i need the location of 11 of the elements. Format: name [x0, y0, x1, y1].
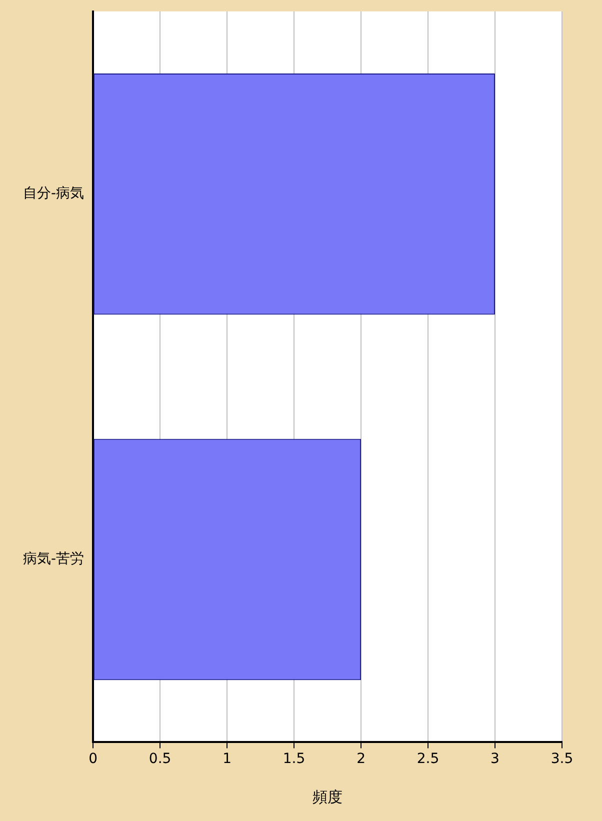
x-axis-title: 頻度 — [312, 788, 343, 806]
y-tick-label: 病気-苦労 — [22, 551, 84, 568]
x-tick-label: 3.5 — [550, 751, 574, 768]
x-tick-label: 0.5 — [148, 751, 172, 768]
x-tick-label: 0 — [88, 751, 98, 768]
x-tick-label: 2.5 — [416, 751, 440, 768]
x-tick-label: 1 — [222, 751, 232, 768]
x-tick-label: 1.5 — [282, 751, 306, 768]
y-tick-label: 自分-病気 — [22, 186, 84, 202]
x-tick-label: 2 — [356, 751, 366, 768]
x-tick-label: 3 — [490, 751, 500, 768]
